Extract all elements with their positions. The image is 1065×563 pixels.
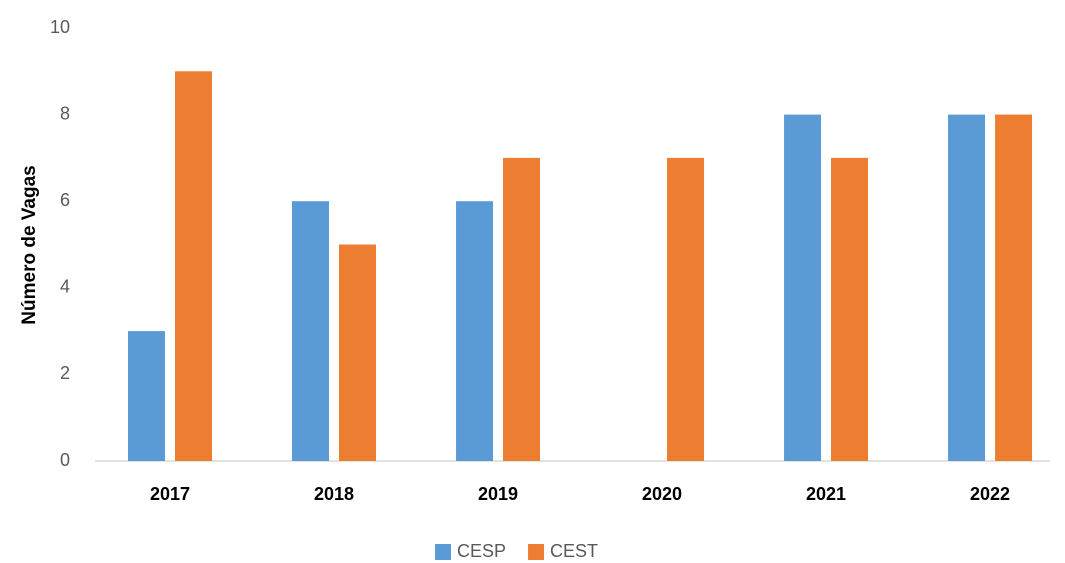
y-tick-label: 6: [60, 190, 70, 210]
bar: [128, 331, 166, 461]
x-tick-label: 2017: [150, 484, 190, 504]
legend-label: CESP: [457, 541, 506, 561]
bar: [456, 201, 494, 461]
bar: [948, 114, 986, 461]
legend-swatch: [435, 544, 451, 560]
y-tick-label: 8: [60, 103, 70, 123]
bar: [503, 157, 541, 461]
legend-label: CEST: [550, 541, 598, 561]
bar: [831, 157, 869, 461]
bar: [995, 114, 1033, 461]
bar: [667, 157, 705, 461]
y-tick-label: 0: [60, 450, 70, 470]
y-tick-label: 2: [60, 363, 70, 383]
bar: [784, 114, 822, 461]
x-tick-label: 2021: [806, 484, 846, 504]
x-tick-label: 2022: [970, 484, 1010, 504]
bar: [339, 244, 377, 461]
legend-swatch: [528, 544, 545, 560]
y-tick-label: 4: [60, 277, 70, 297]
bar: [292, 201, 330, 461]
x-tick-label: 2018: [314, 484, 354, 504]
y-tick-label: 10: [50, 17, 70, 37]
y-axis-label: Número de Vagas: [19, 165, 40, 324]
x-tick-label: 2019: [478, 484, 518, 504]
x-tick-label: 2020: [642, 484, 682, 504]
bar: [175, 71, 213, 462]
